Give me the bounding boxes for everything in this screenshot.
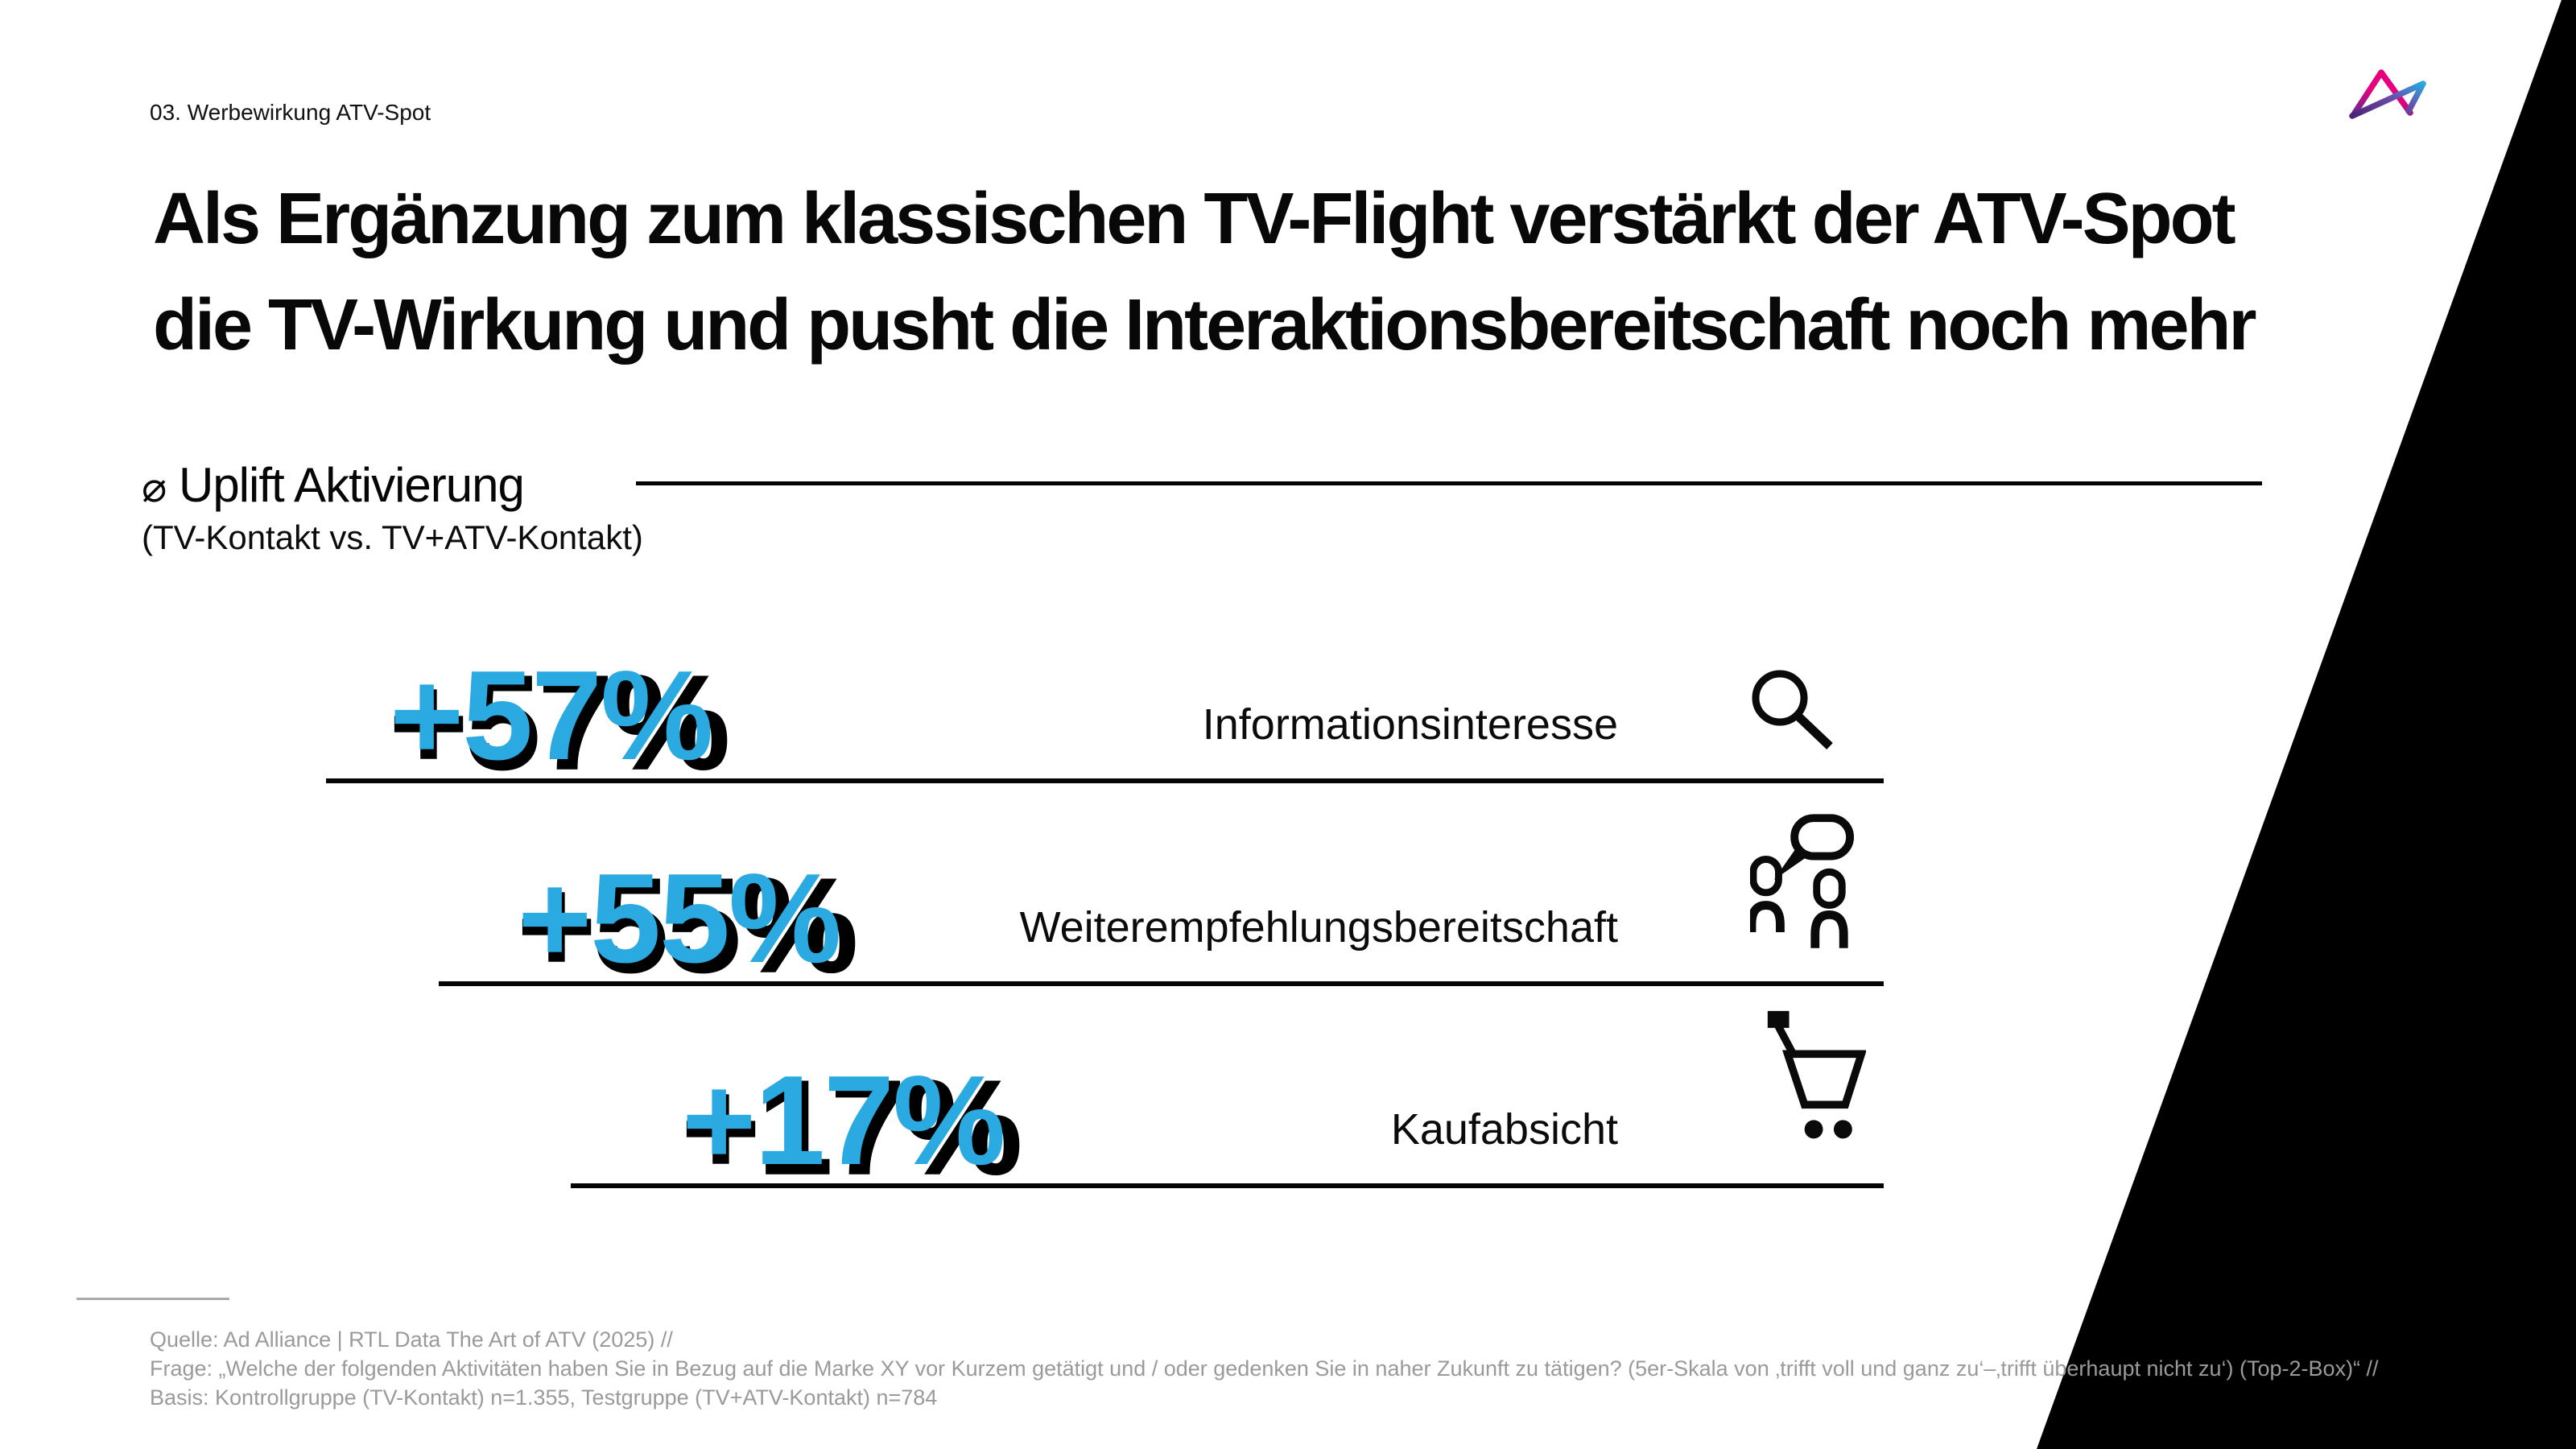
stat-label-2: Weiterempfehlungsbereitschaft xyxy=(1019,903,1618,952)
heading-rule xyxy=(636,481,2262,485)
stat-value-1: +57% +57% xyxy=(389,652,731,791)
stat-value-3-text: +17% xyxy=(682,1050,1006,1191)
stat-label-1: Informationsinteresse xyxy=(1202,700,1618,749)
shopping-cart-icon xyxy=(1767,1010,1866,1139)
stat-row-weiterempfehlungsbereitschaft: +55% +55% Weiterempfehlungsbereitschaft xyxy=(439,814,1884,993)
stat-value-2-shadow: +55% xyxy=(517,851,859,1001)
slide-title: Als Ergänzung zum klassischen TV-Flight … xyxy=(153,166,2256,378)
ad-alliance-logo xyxy=(2349,69,2426,119)
stat-value-2: +55% +55% xyxy=(517,855,859,993)
stat-value-2-text: +55% xyxy=(518,848,842,989)
people-chat-icon xyxy=(1750,814,1855,948)
footnote-source: Quelle: Ad Alliance | RTL Data The Art o… xyxy=(150,1327,673,1352)
average-symbol: ⌀ xyxy=(142,464,167,512)
title-line-2: die TV-Wirkung und pusht die Interaktion… xyxy=(153,285,2256,365)
stat-value-3-shadow: +17% xyxy=(681,1053,1023,1203)
section-heading: ⌀ Uplift Aktivierung xyxy=(142,457,525,513)
section-heading-label: Uplift Aktivierung xyxy=(178,458,525,512)
footnote-basis: Basis: Kontrollgruppe (TV-Kontakt) n=1.3… xyxy=(150,1385,938,1410)
stat-label-3: Kaufabsicht xyxy=(1390,1105,1618,1154)
kicker: 03. Werbewirkung ATV-Spot xyxy=(150,100,431,125)
stat-value-1-text: +57% xyxy=(390,645,714,786)
magnifier-icon xyxy=(1752,670,1833,749)
section-subheading: (TV-Kontakt vs. TV+ATV-Kontakt) xyxy=(142,518,643,556)
stat-value-1-shadow: +57% xyxy=(389,648,731,798)
footnote-question: Frage: „Welche der folgenden Aktivitäten… xyxy=(150,1356,2379,1381)
stat-value-3: +17% +17% xyxy=(681,1057,1023,1195)
footnote-divider xyxy=(76,1298,229,1300)
stat-row-kaufabsicht: +17% +17% Kaufabsicht xyxy=(571,1010,1884,1195)
footnotes: Quelle: Ad Alliance | RTL Data The Art o… xyxy=(150,1325,2379,1412)
title-line-1: Als Ergänzung zum klassischen TV-Flight … xyxy=(153,179,2236,259)
stat-row-informationsinteresse: +57% +57% Informationsinteresse xyxy=(326,640,1884,791)
